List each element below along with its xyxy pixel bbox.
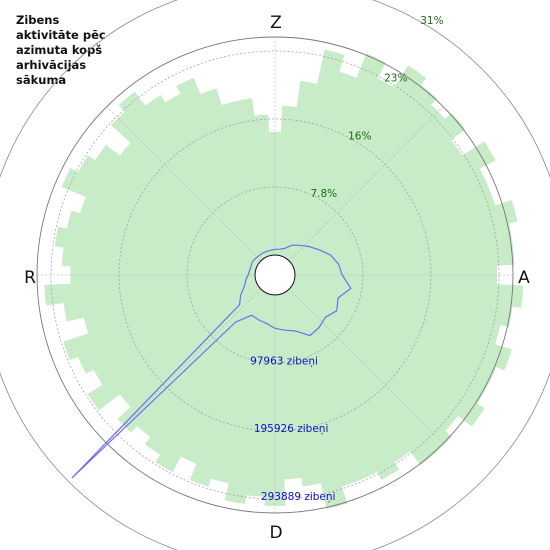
grid-spoke (288, 106, 444, 262)
coverage-wedge (274, 274, 512, 371)
coverage-wedge (274, 141, 496, 276)
coverage-wedge (66, 210, 276, 276)
coverage-wedge (274, 49, 345, 276)
center-hole (254, 254, 296, 296)
coverage-wedge (236, 98, 276, 276)
coverage-wedge (144, 274, 276, 456)
coverage-wedge (274, 274, 485, 427)
count-layer (71, 244, 352, 479)
percent-ring-label: 31% (420, 15, 443, 27)
count-ring-label: 97963 zibeņi (250, 356, 318, 368)
coverage-wedge (61, 168, 276, 276)
percent-ring-label: 7.8% (310, 188, 337, 200)
coverage-wedge (274, 274, 438, 466)
coverage-wedge (189, 274, 276, 487)
coverage-wedge (118, 91, 276, 276)
grid-spoke (106, 288, 262, 444)
percent-ring-label: 16% (348, 130, 371, 142)
grid-spoke (106, 106, 262, 262)
direction-label-south: D (269, 523, 282, 543)
count-ring-label: 195926 zibeņi (254, 423, 329, 435)
direction-label-west: R (24, 268, 36, 288)
coverage-wedge (87, 274, 276, 411)
coverage-wedge (274, 65, 427, 276)
coverage-wedge (253, 114, 276, 276)
coverage-wedge (176, 77, 276, 276)
chart-title-line: Zibens (16, 13, 60, 27)
coverage-layer (44, 49, 524, 510)
chart-title-line: aktivitāte pēc (16, 28, 106, 42)
coverage-wedge (274, 243, 515, 276)
coverage-wedge (274, 274, 322, 487)
coverage-wedge (274, 274, 400, 480)
coverage-wedge (77, 155, 276, 276)
chart-title-line: azimuta kopš (16, 43, 103, 57)
chart-title: Zibens aktivitāte pēc azimuta kopš arhiv… (16, 13, 136, 88)
direction-label-east: A (518, 268, 530, 288)
coverage-wedge (274, 112, 466, 276)
coverage-wedge (94, 144, 276, 276)
coverage-wedge (44, 274, 276, 306)
coverage-wedge (274, 53, 386, 276)
coverage-wedge (274, 200, 518, 276)
coverage-wedge (274, 84, 438, 276)
direction-label-north: Z (270, 13, 282, 33)
strike-count-line (71, 244, 352, 479)
coverage-wedge (199, 88, 276, 276)
grid-spoke (288, 288, 444, 444)
coverage-wedge (264, 274, 286, 506)
coverage-wedge (144, 94, 276, 276)
coverage-wedge (63, 274, 276, 361)
coverage-wedge (155, 274, 276, 473)
count-ring-label: 293889 zibeņi (261, 491, 336, 503)
percent-ring-label: 23% (384, 73, 407, 85)
chart-title-line: sākuma (16, 73, 67, 87)
coverage-wedge (274, 274, 348, 510)
label-layer: Z D A R 7.8% 16% 23% 31% 97963 zibeņi 195926 zibe… (24, 13, 530, 543)
